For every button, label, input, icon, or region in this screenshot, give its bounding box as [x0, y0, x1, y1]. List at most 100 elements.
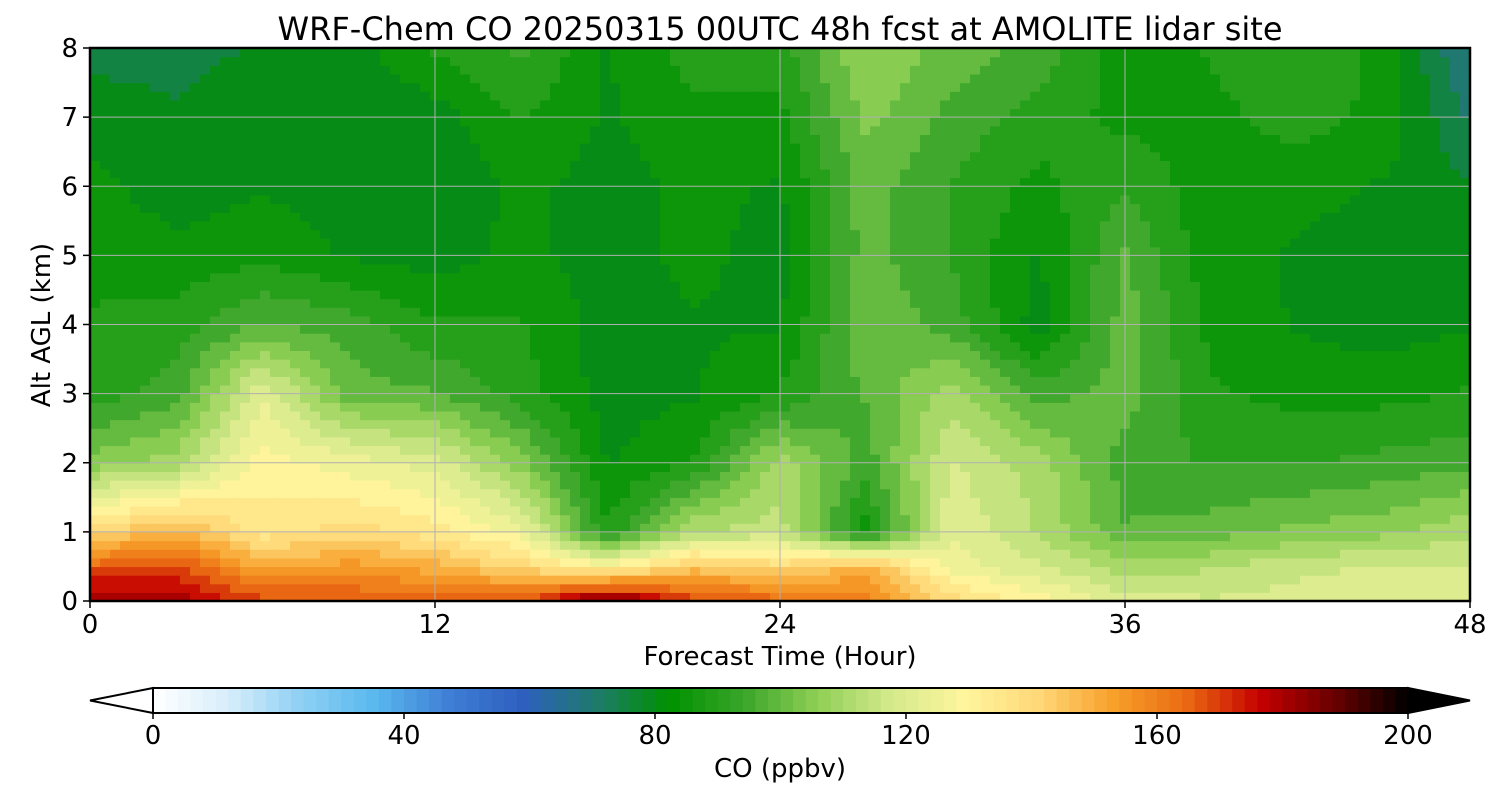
contour-cell	[810, 402, 821, 412]
contour-cell	[100, 298, 111, 308]
contour-cell	[670, 531, 681, 542]
contour-cell	[890, 324, 901, 334]
contour-cell	[1040, 471, 1051, 481]
contour-cell	[620, 583, 631, 593]
contour-cell	[770, 402, 781, 412]
contour-cell	[690, 393, 701, 403]
contour-cell	[1000, 350, 1011, 360]
contour-cell	[330, 436, 341, 447]
contour-cell	[900, 523, 911, 533]
contour-cell	[1050, 540, 1061, 550]
contour-cell	[1400, 419, 1411, 429]
contour-cell	[730, 583, 741, 593]
contour-cell	[1200, 410, 1211, 421]
contour-cell	[1400, 454, 1411, 464]
contour-cell	[310, 341, 321, 352]
contour-cell	[930, 333, 941, 343]
contour-cell	[920, 566, 931, 576]
contour-cell	[290, 367, 301, 377]
contour-cell	[810, 540, 821, 550]
contour-cell	[960, 393, 971, 403]
contour-cell	[310, 557, 321, 568]
contour-cell	[1230, 523, 1241, 533]
contour-cell	[940, 350, 951, 360]
contour-cell	[1450, 454, 1461, 464]
contour-cell	[260, 350, 271, 360]
contour-cell	[540, 523, 551, 533]
contour-cell	[1460, 505, 1470, 516]
contour-cell	[890, 419, 901, 429]
contour-cell	[300, 549, 311, 559]
contour-cell	[180, 540, 191, 550]
contour-cell	[1360, 333, 1371, 343]
contour-cell	[1150, 376, 1161, 386]
contour-cell	[330, 410, 341, 421]
contour-cell	[200, 384, 211, 395]
contour-cell	[340, 514, 351, 524]
contour-cell	[1010, 471, 1021, 481]
contour-cell	[1300, 583, 1311, 593]
contour-cell	[680, 341, 691, 352]
contour-cell	[1370, 445, 1381, 455]
contour-cell	[1220, 462, 1231, 472]
contour-cell	[150, 462, 161, 472]
contour-cell	[310, 497, 321, 507]
contour-cell	[1180, 471, 1191, 481]
contour-cell	[1390, 566, 1401, 576]
contour-cell	[610, 419, 621, 429]
contour-cell	[890, 523, 901, 533]
contour-cell	[880, 480, 891, 490]
contour-cell	[320, 410, 331, 421]
contour-cell	[150, 428, 161, 438]
contour-cell	[280, 376, 291, 386]
contour-cell	[150, 549, 161, 559]
contour-cell	[630, 307, 641, 317]
contour-cell	[350, 402, 361, 412]
contour-cell	[710, 307, 721, 317]
contour-cell	[900, 350, 911, 360]
contour-cell	[530, 341, 541, 352]
contour-cell	[700, 445, 711, 455]
contour-cell	[400, 497, 411, 507]
contour-cell	[450, 307, 461, 317]
contour-cell	[130, 514, 141, 524]
contour-cell	[350, 298, 361, 308]
contour-cell	[410, 575, 421, 585]
contour-cell	[950, 497, 961, 507]
contour-cell	[510, 488, 521, 498]
contour-cell	[790, 514, 801, 524]
contour-cell	[800, 488, 811, 498]
contour-cell	[110, 549, 121, 559]
contour-cell	[1270, 505, 1281, 516]
contour-cell	[260, 333, 271, 343]
contour-cell	[1300, 315, 1311, 326]
contour-cell	[1290, 575, 1301, 585]
contour-cell	[580, 376, 591, 386]
contour-cell	[770, 367, 781, 377]
contour-cell	[1400, 523, 1411, 533]
contour-cell	[950, 289, 961, 300]
contour-cell	[1380, 514, 1391, 524]
contour-cell	[180, 307, 191, 317]
contour-cell	[1210, 497, 1221, 507]
contour-cell	[1380, 350, 1391, 360]
contour-cell	[720, 384, 731, 395]
contour-cell	[1460, 324, 1470, 334]
contour-cell	[590, 523, 601, 533]
contour-cell	[1080, 488, 1091, 498]
contour-cell	[1340, 557, 1351, 568]
contour-cell	[1010, 307, 1021, 317]
contour-cell	[170, 462, 181, 472]
contour-cell	[170, 289, 181, 300]
contour-cell	[230, 367, 241, 377]
contour-cell	[450, 575, 461, 585]
contour-cell	[540, 298, 551, 308]
contour-cell	[1360, 367, 1371, 377]
contour-cell	[670, 497, 681, 507]
contour-cell	[510, 333, 521, 343]
contour-cell	[330, 289, 341, 300]
contour-cell	[850, 549, 861, 559]
contour-cell	[610, 497, 621, 507]
contour-cell	[1130, 454, 1141, 464]
contour-cell	[550, 419, 561, 429]
